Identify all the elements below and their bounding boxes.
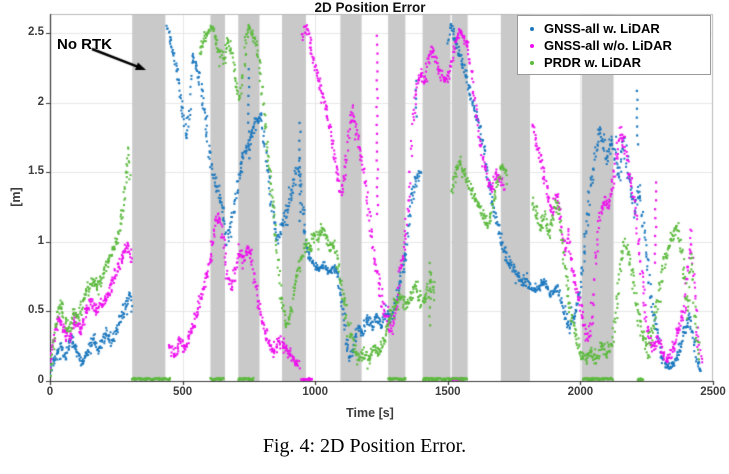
x-tick-label: 2000 [567, 386, 594, 398]
legend-item: GNSS-all w/o. LiDAR [518, 37, 710, 54]
y-tick-label: 0 [37, 374, 44, 386]
legend-item-label: PRDR w. LiDAR [544, 55, 642, 70]
legend: GNSS-all w. LiDAR GNSS-all w/o. LiDAR PR… [517, 15, 711, 75]
x-tick-label: 1500 [435, 386, 461, 398]
legend-marker-magenta-icon [530, 43, 534, 48]
y-tick-label: 1.5 [28, 165, 44, 178]
x-tick-label: 2500 [700, 386, 726, 398]
figure-caption: Fig. 4: 2D Position Error. [262, 435, 467, 457]
legend-marker-green-icon [530, 60, 534, 65]
plot-title: 2D Position Error [314, 0, 426, 15]
no-rtk-annotation: No RTK [57, 36, 112, 53]
y-tick-label: 2.5 [28, 26, 44, 38]
x-axis-label: Time [s] [346, 406, 394, 420]
legend-item-label: GNSS-all w/o. LiDAR [544, 38, 672, 53]
x-tick-label: 1000 [302, 386, 328, 398]
x-tick-label: 0 [46, 386, 54, 398]
y-tick-label: 2 [37, 95, 44, 108]
y-tick-label: 1 [37, 234, 44, 247]
y-axis-label: [m] [9, 187, 23, 207]
legend-item: GNSS-all w. LiDAR [518, 20, 710, 37]
x-tick-label: 500 [173, 386, 193, 398]
legend-item-label: GNSS-all w. LiDAR [544, 21, 660, 36]
legend-item: PRDR w. LiDAR [518, 54, 710, 71]
y-tick-label: 0.5 [28, 304, 44, 317]
legend-marker-blue-icon [530, 26, 534, 31]
